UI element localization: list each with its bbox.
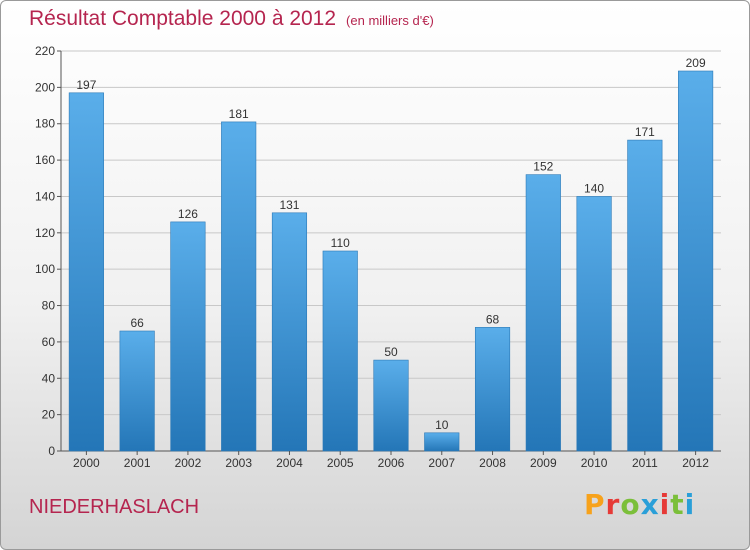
chart-subtitle: (en milliers d'€)	[346, 13, 434, 28]
bar	[627, 139, 663, 452]
brand-letter: i	[684, 488, 696, 521]
brand-letter: o	[620, 488, 641, 521]
brand-letter: t	[670, 488, 685, 521]
bar-value-label: 10	[435, 418, 449, 432]
x-tick-label: 2009	[530, 456, 557, 470]
x-tick-label: 2005	[327, 456, 354, 470]
x-tick-label: 2001	[124, 456, 151, 470]
bar	[271, 212, 308, 452]
bar-value-label: 152	[533, 160, 553, 174]
x-tick-label: 2006	[378, 456, 405, 470]
bar	[474, 327, 511, 452]
x-tick-label: 2011	[632, 456, 658, 470]
x-tick-label: 2004	[276, 456, 303, 470]
y-tick-label: 100	[35, 262, 55, 276]
bar	[576, 196, 612, 452]
bar	[68, 92, 104, 452]
bar	[525, 174, 561, 452]
bar-value-label: 131	[279, 198, 299, 212]
bar	[221, 121, 257, 452]
brand-letter: P	[584, 488, 606, 521]
x-tick-label: 2010	[581, 456, 608, 470]
y-tick-label: 40	[42, 371, 56, 385]
bar-value-label: 197	[76, 78, 96, 92]
y-tick-label: 80	[42, 299, 56, 313]
x-tick-label: 2007	[428, 456, 455, 470]
bar-value-label: 209	[686, 56, 706, 70]
bar-value-label: 66	[130, 316, 144, 330]
bar	[678, 70, 714, 452]
bar-value-label: 181	[229, 107, 249, 121]
x-tick-label: 2000	[73, 456, 100, 470]
y-tick-label: 120	[35, 226, 55, 240]
bar	[119, 330, 155, 452]
y-tick-label: 60	[42, 335, 56, 349]
bar-value-label: 171	[635, 125, 655, 139]
brand-letter: i	[659, 488, 671, 521]
brand-letter: r	[605, 488, 621, 521]
y-tick-label: 200	[35, 80, 55, 94]
y-tick-label: 20	[42, 408, 56, 422]
chart-title-block: Résultat Comptable 2000 à 2012 (en millie…	[29, 7, 434, 31]
y-tick-label: 160	[35, 153, 55, 167]
brand-letter: x	[640, 488, 660, 521]
bar-value-label: 126	[178, 207, 198, 221]
bar-value-label: 68	[486, 312, 500, 326]
place-name: NIEDERHASLACH	[29, 496, 200, 518]
y-tick-label: 0	[48, 444, 55, 458]
y-tick-label: 140	[35, 189, 55, 203]
x-tick-label: 2008	[479, 456, 506, 470]
bar-value-label: 140	[584, 181, 604, 195]
x-tick-label: 2012	[682, 456, 709, 470]
y-tick-label: 180	[35, 117, 55, 131]
brand-logo: Proxiti	[584, 488, 695, 521]
x-tick-label: 2002	[175, 456, 202, 470]
bar-value-label: 50	[384, 345, 398, 359]
x-tick-label: 2003	[225, 456, 252, 470]
bar	[373, 359, 409, 452]
y-tick-label: 220	[35, 44, 55, 58]
bar	[322, 250, 358, 452]
bar	[424, 432, 460, 452]
bar-value-label: 110	[331, 236, 350, 250]
chart-title: Résultat Comptable 2000 à 2012	[29, 7, 337, 30]
bar	[170, 221, 206, 452]
